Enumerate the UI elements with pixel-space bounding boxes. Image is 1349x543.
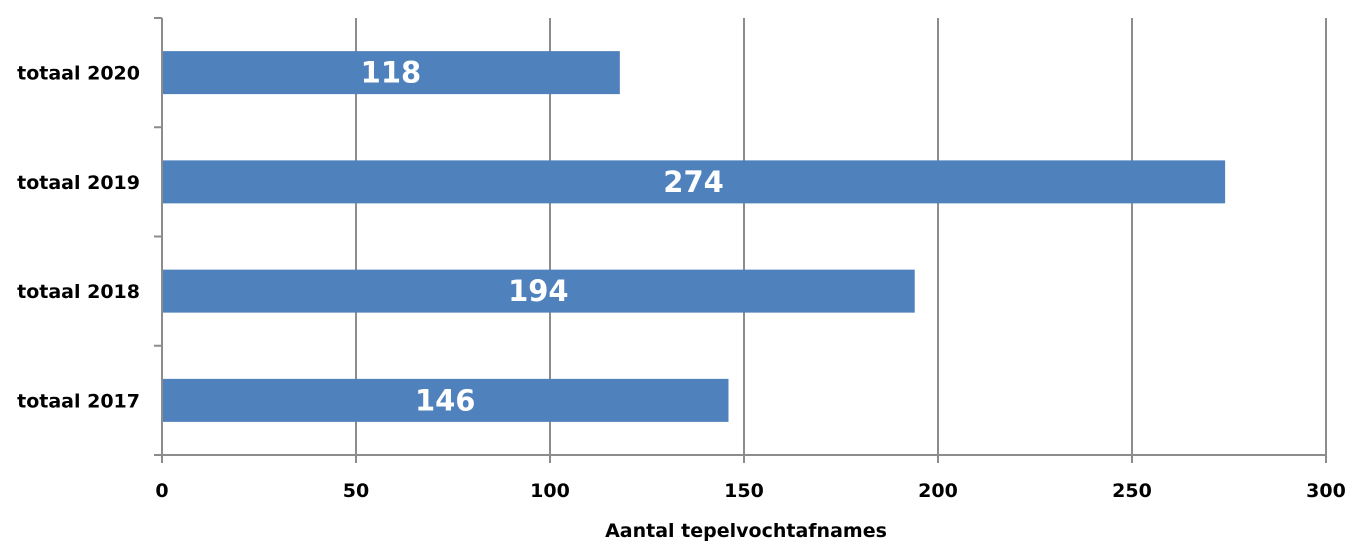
category-label: totaal 2020 (17, 63, 140, 85)
category-label: totaal 2017 (17, 390, 140, 412)
x-tick-label: 100 (530, 480, 570, 502)
x-tick-label: 250 (1112, 480, 1152, 502)
x-tick-labels: 0 50 100 150 200 250 300 (155, 480, 1345, 502)
axes (154, 17, 1327, 463)
x-tick-label: 50 (343, 480, 369, 502)
bar (162, 51, 620, 95)
x-axis-title: Aantal tepelvochtafnames (605, 520, 887, 542)
category-label: totaal 2018 (17, 281, 140, 303)
x-tick-label: 300 (1306, 480, 1346, 502)
bar (162, 378, 729, 422)
data-label: 194 (508, 274, 569, 308)
x-tick-label: 200 (918, 480, 958, 502)
data-label: 118 (361, 56, 422, 90)
bar (162, 160, 1226, 204)
x-tick-label: 0 (155, 480, 168, 502)
category-labels: totaal 2020 totaal 2019 totaal 2018 totaal … (17, 63, 140, 413)
data-label: 146 (415, 383, 476, 417)
x-tick-label: 150 (724, 480, 764, 502)
category-label: totaal 2019 (17, 172, 140, 194)
data-label: 274 (663, 165, 724, 199)
bar (162, 269, 915, 313)
data-labels: 118 274 194 146 (361, 56, 724, 418)
bars (162, 51, 1226, 422)
